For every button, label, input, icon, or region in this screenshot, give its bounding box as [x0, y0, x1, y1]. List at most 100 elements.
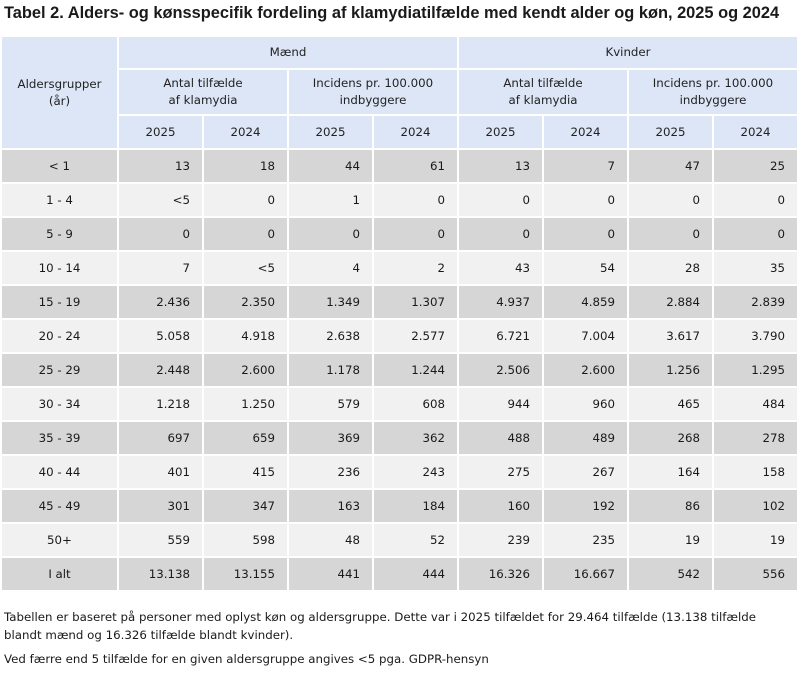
subheader-line1: Incidens pr. 100.000 — [652, 76, 774, 90]
value-cell: 0 — [204, 218, 287, 250]
value-cell: 61 — [374, 150, 457, 182]
value-cell: 2.638 — [289, 320, 372, 352]
value-cell: 278 — [714, 422, 797, 454]
value-cell: 7.004 — [544, 320, 627, 352]
table-title: Tabel 2. Alders- og kønsspecifik fordeli… — [4, 4, 780, 22]
value-cell: 1.244 — [374, 354, 457, 386]
value-cell: 275 — [459, 456, 542, 488]
table-row: 15 - 19 2.436 2.350 1.349 1.307 4.937 4.859 2.8… — [2, 286, 797, 318]
age-group-cell: 45 - 49 — [2, 490, 117, 522]
subheader-line1: Incidens pr. 100.000 — [312, 76, 434, 90]
value-cell: 598 — [204, 524, 287, 556]
group-header-kvinder: Kvinder — [459, 37, 797, 68]
age-group-header-line2: (år) — [48, 93, 71, 108]
value-cell: 267 — [544, 456, 627, 488]
year-header-cell: 2024 — [204, 116, 287, 148]
table-row: < 1 13 18 44 61 13 7 47 25 — [2, 150, 797, 182]
value-cell: 19 — [629, 524, 712, 556]
value-cell: 1.256 — [629, 354, 712, 386]
subheader-line2: indbyggere — [339, 93, 407, 107]
chlamydia-table: Aldersgrupper (år) Mænd Kvinder Antal ti… — [0, 35, 799, 592]
value-cell: 239 — [459, 524, 542, 556]
value-cell: 2.436 — [119, 286, 202, 318]
value-cell: <5 — [204, 252, 287, 284]
value-cell: 102 — [714, 490, 797, 522]
value-cell: 7 — [544, 150, 627, 182]
value-cell: 556 — [714, 558, 797, 590]
value-cell: 2 — [374, 252, 457, 284]
value-cell: 18 — [204, 150, 287, 182]
table-row: 10 - 14 7 <5 4 2 43 54 28 35 — [2, 252, 797, 284]
value-cell: 659 — [204, 422, 287, 454]
value-cell: 243 — [374, 456, 457, 488]
age-group-cell: 20 - 24 — [2, 320, 117, 352]
subheader-line1: Antal tilfælde — [503, 76, 583, 90]
value-cell: 960 — [544, 388, 627, 420]
value-cell: 542 — [629, 558, 712, 590]
subheader-maend-cases: Antal tilfælde af klamydia — [119, 70, 287, 114]
note-gdpr: Ved færre end 5 tilfælde for en given al… — [4, 652, 489, 666]
note-basis: Tabellen er baseret på personer med oply… — [4, 610, 757, 642]
value-cell: 1.295 — [714, 354, 797, 386]
value-cell: 13 — [459, 150, 542, 182]
value-cell: 1.250 — [204, 388, 287, 420]
value-cell: 0 — [374, 218, 457, 250]
value-cell: 465 — [629, 388, 712, 420]
value-cell: 4.918 — [204, 320, 287, 352]
value-cell: 608 — [374, 388, 457, 420]
year-header-row: 2025 2024 2025 2024 2025 2024 2025 2024 — [2, 116, 797, 148]
value-cell: 2.884 — [629, 286, 712, 318]
value-cell: 2.839 — [714, 286, 797, 318]
table-row: 30 - 34 1.218 1.250 579 608 944 960 465 484 — [2, 388, 797, 420]
value-cell: 158 — [714, 456, 797, 488]
value-cell: 13.155 — [204, 558, 287, 590]
age-group-cell: 1 - 4 — [2, 184, 117, 216]
value-cell: 3.790 — [714, 320, 797, 352]
value-cell: 192 — [544, 490, 627, 522]
value-cell: 1.178 — [289, 354, 372, 386]
age-group-cell: 30 - 34 — [2, 388, 117, 420]
value-cell: 184 — [374, 490, 457, 522]
value-cell: 6.721 — [459, 320, 542, 352]
value-cell: 4.859 — [544, 286, 627, 318]
age-group-cell: 50+ — [2, 524, 117, 556]
value-cell: 35 — [714, 252, 797, 284]
value-cell: 5.058 — [119, 320, 202, 352]
value-cell: 13 — [119, 150, 202, 182]
age-group-cell: 35 - 39 — [2, 422, 117, 454]
value-cell: 697 — [119, 422, 202, 454]
value-cell: 7 — [119, 252, 202, 284]
table-notes: Tabellen er baseret på personer med oply… — [4, 609, 794, 676]
value-cell: 559 — [119, 524, 202, 556]
value-cell: 4 — [289, 252, 372, 284]
age-group-cell: 15 - 19 — [2, 286, 117, 318]
value-cell: 16.326 — [459, 558, 542, 590]
value-cell: 301 — [119, 490, 202, 522]
value-cell: 944 — [459, 388, 542, 420]
group-header-maend: Mænd — [119, 37, 457, 68]
value-cell: 0 — [629, 218, 712, 250]
value-cell: 2.506 — [459, 354, 542, 386]
table-row: 1 - 4 <5 0 1 0 0 0 0 0 — [2, 184, 797, 216]
value-cell: 0 — [204, 184, 287, 216]
age-group-cell: I alt — [2, 558, 117, 590]
value-cell: 489 — [544, 422, 627, 454]
value-cell: 0 — [544, 184, 627, 216]
subheader-line2: indbyggere — [679, 93, 747, 107]
year-header-cell: 2024 — [714, 116, 797, 148]
value-cell: 0 — [714, 218, 797, 250]
value-cell: 444 — [374, 558, 457, 590]
value-cell: 579 — [289, 388, 372, 420]
value-cell: 415 — [204, 456, 287, 488]
value-cell: 0 — [119, 218, 202, 250]
table-row: 45 - 49 301 347 163 184 160 192 86 102 — [2, 490, 797, 522]
value-cell: 44 — [289, 150, 372, 182]
value-cell: 13.138 — [119, 558, 202, 590]
value-cell: 1.349 — [289, 286, 372, 318]
value-cell: 484 — [714, 388, 797, 420]
value-cell: 25 — [714, 150, 797, 182]
value-cell: 4.937 — [459, 286, 542, 318]
value-cell: 0 — [459, 184, 542, 216]
